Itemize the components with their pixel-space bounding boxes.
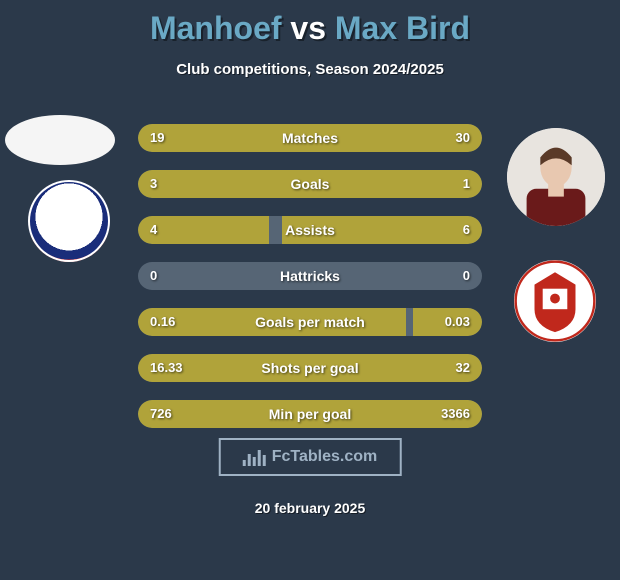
player1-avatar [5, 115, 115, 165]
subtitle: Club competitions, Season 2024/2025 [0, 61, 620, 78]
stat-label: Shots per goal [138, 354, 482, 382]
vs-text: vs [290, 10, 326, 46]
player2-avatar [507, 128, 605, 226]
stat-label: Min per goal [138, 400, 482, 428]
brand-icon [243, 448, 266, 466]
comparison-title: Manhoef vs Max Bird [0, 0, 620, 47]
player1-club-badge [28, 180, 110, 262]
player2-club-badge [514, 260, 596, 342]
stat-row: 7263366Min per goal [138, 400, 482, 428]
stat-row: 0.160.03Goals per match [138, 308, 482, 336]
stat-row: 46Assists [138, 216, 482, 244]
stat-row: 00Hattricks [138, 262, 482, 290]
stat-label: Matches [138, 124, 482, 152]
stat-row: 1930Matches [138, 124, 482, 152]
brand-box: FcTables.com [219, 438, 402, 476]
player1-name: Manhoef [150, 10, 282, 46]
stat-label: Assists [138, 216, 482, 244]
stat-label: Goals [138, 170, 482, 198]
stat-label: Hattricks [138, 262, 482, 290]
stat-label: Goals per match [138, 308, 482, 336]
stat-row: 16.3332Shots per goal [138, 354, 482, 382]
stat-row: 31Goals [138, 170, 482, 198]
brand-text: FcTables.com [272, 448, 378, 466]
player2-name: Max Bird [335, 10, 470, 46]
stats-container: 1930Matches 31Goals 46Assists 00Hattricks 0.… [138, 124, 482, 446]
date-text: 20 february 2025 [0, 500, 620, 516]
